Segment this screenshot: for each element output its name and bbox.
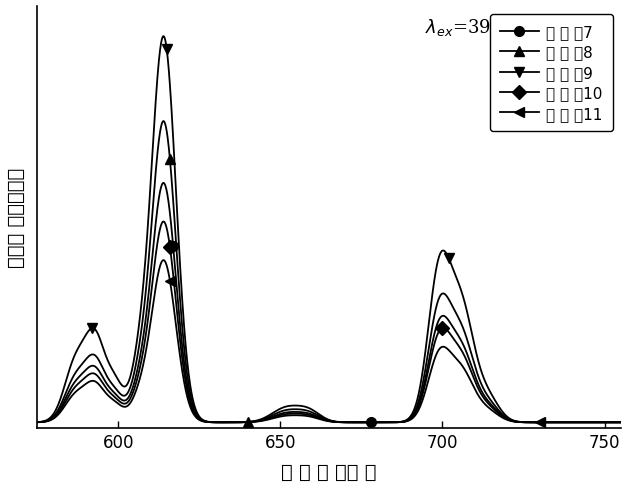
Text: $\lambda_{ex}$=394  nm: $\lambda_{ex}$=394 nm xyxy=(425,18,544,39)
Y-axis label: 强度（ 任意单位）: 强度（ 任意单位） xyxy=(7,167,26,267)
X-axis label: 波 长 （ 纳米 ）: 波 长 （ 纳米 ） xyxy=(281,462,377,481)
Legend: 实 施 例7, 实 施 例8, 实 施 例9, 实 施 例10, 实 施 例11: 实 施 例7, 实 施 例8, 实 施 例9, 实 施 例10, 实 施 例11 xyxy=(490,15,613,132)
